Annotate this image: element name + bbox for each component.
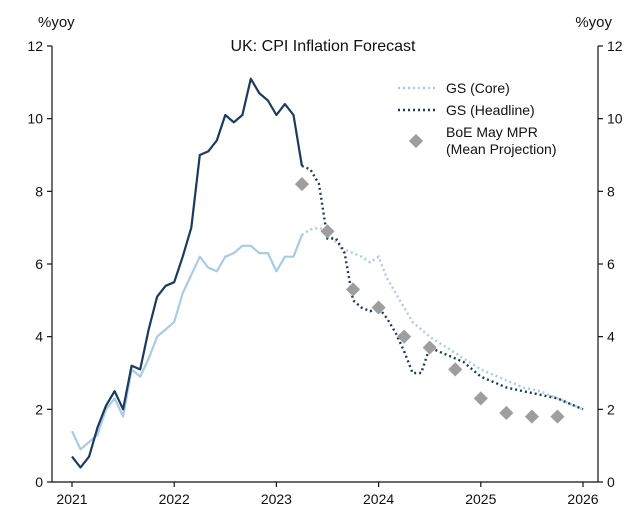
x-tick-label: 2025 <box>465 491 496 507</box>
y-tick-label-right: 8 <box>607 183 615 199</box>
y-tick-label-left: 8 <box>35 183 43 199</box>
axes: 0 0 2 2 4 4 6 6 8 8 10 10 12 12 2021 2022 2023 2024 2025 20… <box>27 38 622 507</box>
legend: GS (Core) GS (Headline) BoE May MPR (Mea… <box>398 80 557 157</box>
series-line-headline-forecast <box>301 164 584 411</box>
right-axis-unit: %yoy <box>575 14 612 31</box>
boe-projection-point <box>448 362 463 377</box>
left-axis-unit: %yoy <box>38 14 75 31</box>
boe-projection-point <box>524 409 539 424</box>
y-tick-label-right: 10 <box>607 111 623 127</box>
plot-area <box>71 77 584 469</box>
y-tick-label-right: 0 <box>607 474 615 490</box>
legend-label-boe: BoE May MPR <box>446 124 538 140</box>
boe-projection-point <box>499 405 514 421</box>
y-tick-label-right: 6 <box>607 256 615 272</box>
y-tick-label-left: 10 <box>27 111 43 127</box>
boe-projection-point <box>397 329 412 344</box>
legend-swatch-boe <box>408 133 424 149</box>
boe-projection-point <box>422 340 437 355</box>
boe-projection-point <box>320 224 335 239</box>
x-tick-label: 2024 <box>363 491 394 507</box>
x-tick-label: 2026 <box>567 491 598 507</box>
x-tick-label: 2022 <box>159 491 190 507</box>
y-tick-label-right: 4 <box>607 329 615 345</box>
series-line-core-forecast <box>301 226 584 411</box>
boe-projection-point <box>294 176 310 192</box>
y-tick-label-left: 0 <box>35 474 43 490</box>
y-tick-label-left: 4 <box>35 329 43 345</box>
legend-label-headline: GS (Headline) <box>446 102 535 118</box>
y-tick-label-left: 6 <box>35 256 43 272</box>
y-tick-label-left: 2 <box>35 401 43 417</box>
series-line-headline-actual <box>71 77 303 469</box>
boe-projection-point <box>345 282 361 297</box>
y-tick-label-right: 12 <box>607 38 623 54</box>
boe-projection-point <box>371 300 386 315</box>
legend-label-core: GS (Core) <box>446 80 510 96</box>
x-tick-label: 2023 <box>261 491 292 507</box>
legend-label-boe-line2: (Mean Projection) <box>446 141 557 157</box>
series-line-core-actual <box>71 234 303 451</box>
y-tick-label-left: 12 <box>27 38 43 54</box>
y-tick-label-right: 2 <box>607 401 615 417</box>
chart-title: UK: CPI Inflation Forecast <box>231 38 417 55</box>
x-tick-label: 2021 <box>56 491 87 507</box>
boe-projection-point <box>550 409 565 424</box>
boe-projection-point <box>473 391 488 406</box>
